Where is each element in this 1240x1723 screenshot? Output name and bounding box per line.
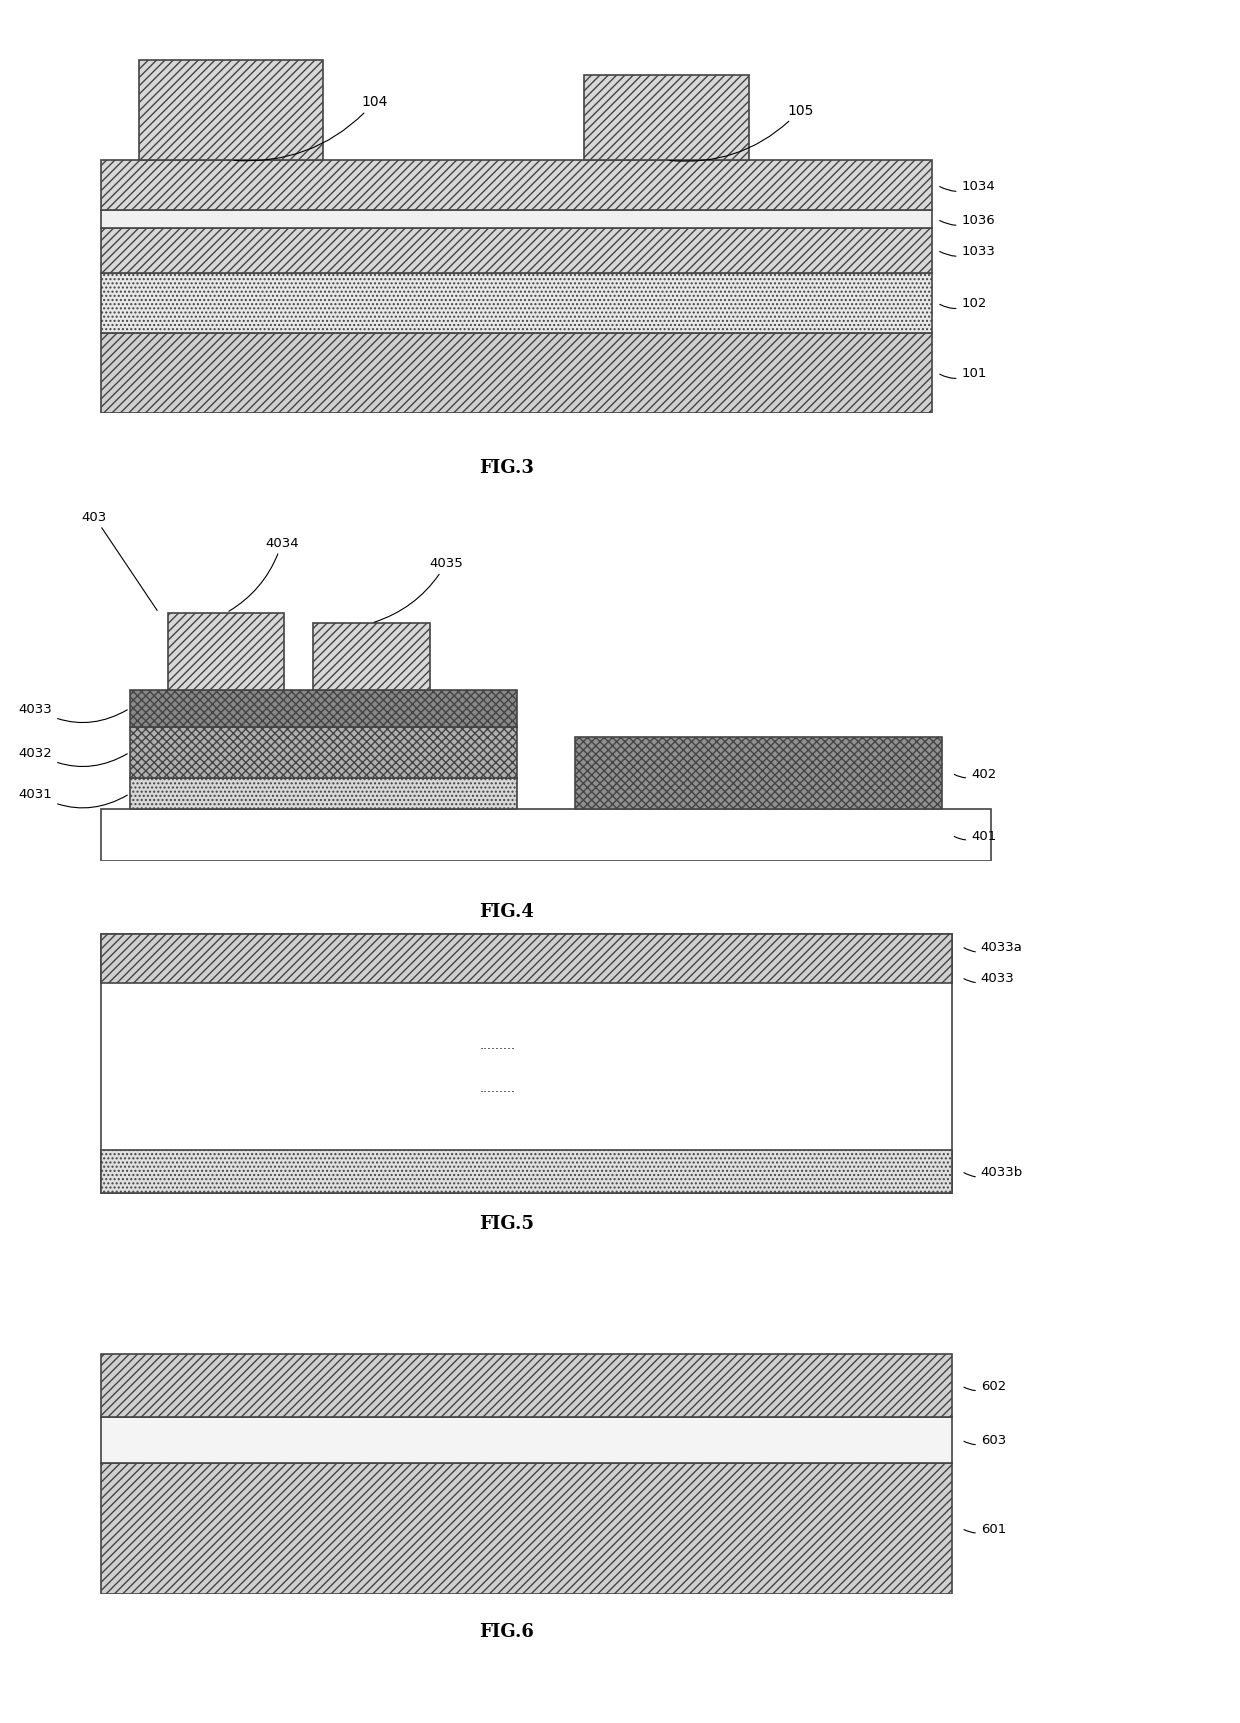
Bar: [100, 934, 952, 984]
Text: FIG.5: FIG.5: [480, 1215, 534, 1232]
Bar: [100, 274, 932, 334]
Text: 4034: 4034: [229, 536, 299, 612]
Bar: [130, 727, 517, 779]
Text: 602: 602: [963, 1380, 1006, 1392]
Text: 4035: 4035: [374, 557, 464, 624]
Bar: [130, 779, 517, 810]
Text: 105: 105: [670, 103, 813, 162]
Text: 4033: 4033: [19, 703, 128, 724]
Bar: [100, 210, 932, 229]
Text: 403: 403: [82, 510, 157, 612]
Text: 4033a: 4033a: [963, 941, 1023, 953]
Text: 1036: 1036: [940, 214, 996, 226]
Bar: [100, 1151, 952, 1192]
Text: 4033: 4033: [963, 972, 1014, 984]
Bar: [574, 737, 942, 810]
Bar: [100, 162, 932, 210]
Bar: [100, 1354, 952, 1418]
Bar: [130, 691, 517, 727]
Bar: [314, 624, 429, 691]
Text: 601: 601: [963, 1521, 1006, 1535]
Text: FIG.4: FIG.4: [480, 903, 534, 920]
Text: .........: .........: [479, 1082, 516, 1094]
Text: 102: 102: [940, 298, 987, 310]
Text: 1034: 1034: [940, 179, 996, 193]
Text: FIG.6: FIG.6: [480, 1623, 534, 1640]
Bar: [100, 334, 932, 414]
Text: 101: 101: [940, 367, 987, 381]
Text: 402: 402: [955, 767, 997, 781]
Text: 4033b: 4033b: [963, 1165, 1023, 1179]
Bar: [100, 810, 991, 862]
Text: 603: 603: [963, 1434, 1006, 1447]
Text: 4031: 4031: [19, 787, 128, 808]
Bar: [139, 62, 324, 162]
Bar: [100, 934, 952, 1192]
Bar: [584, 76, 749, 162]
Text: 104: 104: [234, 95, 388, 162]
Bar: [169, 613, 284, 691]
Bar: [100, 1463, 952, 1594]
Text: 4032: 4032: [19, 746, 128, 767]
Text: 1033: 1033: [940, 245, 996, 257]
Text: .........: .........: [479, 1039, 516, 1051]
Text: FIG.3: FIG.3: [480, 458, 534, 476]
Bar: [100, 1418, 952, 1463]
Bar: [100, 229, 932, 274]
Text: 401: 401: [955, 829, 997, 843]
